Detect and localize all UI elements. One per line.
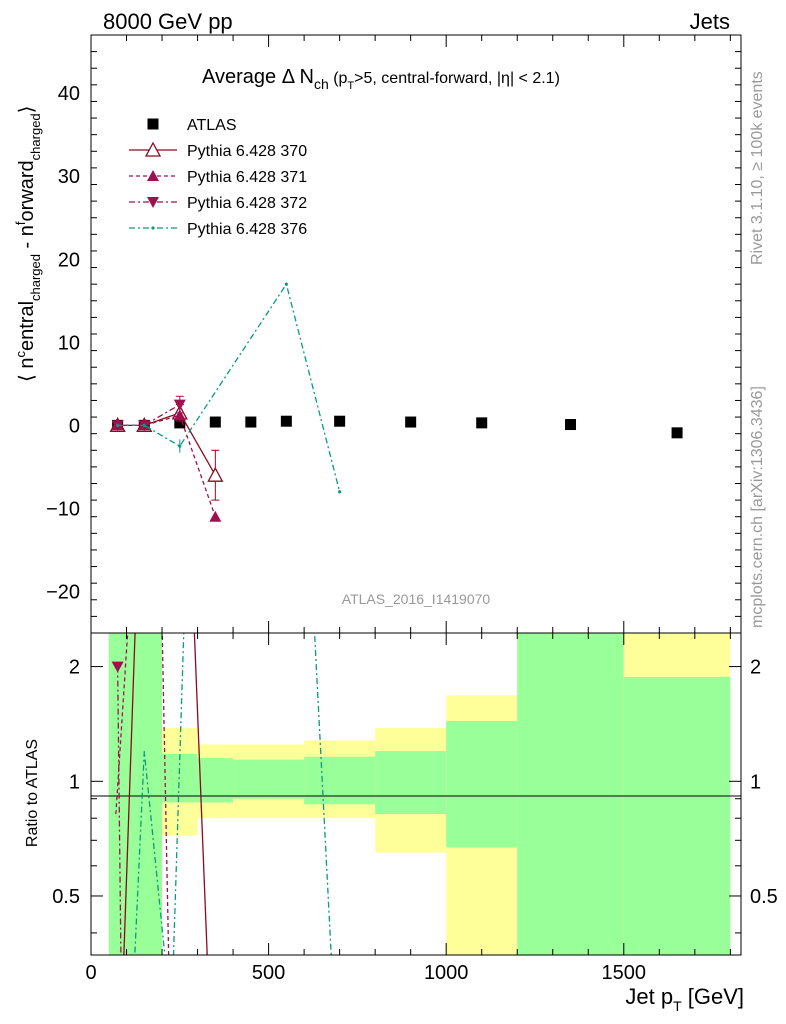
x-tick-label: 1500 [602, 962, 647, 984]
ratio-band-green [268, 759, 305, 799]
ratio-plot-panel: 0.5 0.5 1 1 2 2 0 500 1000 1500 Ratio to ATLAS J… [24, 632, 778, 1014]
header-left: 8000 GeV pp [103, 9, 233, 34]
x-tick-label: 500 [252, 962, 285, 984]
legend-marker-pythia-6-428-376 [151, 226, 155, 230]
ratio-y-tick-label: 0.5 [52, 886, 80, 908]
series-line-pythia-6-428-371 [117, 414, 216, 517]
ratio-y-tick-label: 1 [69, 771, 80, 793]
legend-marker-atlas [147, 118, 159, 130]
ratio-band-green [126, 633, 163, 955]
data-point-pythia-6-428-370 [207, 466, 224, 482]
legend-marker-pythia-6-428-371 [147, 170, 159, 181]
series-line-pythia-6-428-376 [117, 282, 341, 492]
main-y-tick-label: 40 [58, 83, 80, 105]
data-point-atlas [476, 417, 488, 429]
data-point-pythia-6-428-376 [178, 444, 182, 448]
ratio-y-tick-label-right: 2 [750, 657, 761, 679]
legend-marker-pythia-6-428-370 [144, 141, 162, 157]
data-point-atlas [405, 416, 417, 428]
data-point-pythia-6-428-371 [209, 510, 222, 522]
ratio-band-green [197, 758, 234, 803]
main-y-tick-label: 20 [58, 249, 80, 271]
data-point-atlas [174, 417, 186, 429]
x-tick-label: 0 [85, 962, 96, 984]
legend-label-pythia-6-428-376: Pythia 6.428 376 [187, 221, 307, 238]
data-point-pythia-6-428-376 [284, 282, 288, 286]
ratio-band-green [446, 720, 518, 848]
legend-label-atlas: ATLAS [187, 117, 237, 134]
legend-label-pythia-6-428-370: Pythia 6.428 370 [187, 143, 307, 160]
data-point-pythia-6-428-376 [142, 423, 146, 427]
analysis-watermark: ATLAS_2016_I1419070 [342, 591, 491, 607]
ratio-y-tick-label: 2 [69, 657, 80, 679]
ratio-band-green [233, 759, 269, 799]
main-y-tick-label: 30 [58, 166, 80, 188]
x-axis-label: Jet pT [GeV] [625, 984, 744, 1014]
main-y-tick-label: −20 [46, 581, 80, 603]
data-point-atlas [280, 415, 292, 427]
main-y-tick-label: 10 [58, 332, 80, 354]
series-pythia-6-428-371 [111, 409, 222, 522]
main-title: Average Δ Nch (pT>5, central-forward, |η… [202, 66, 560, 92]
ratio-band-green [162, 753, 198, 803]
data-point-pythia-6-428-376 [338, 490, 342, 494]
data-point-atlas [209, 416, 221, 428]
main-y-tick-label: 0 [69, 415, 80, 437]
mcplots-label: mcplots.cern.ch [arXiv:1306.3436] [749, 386, 766, 628]
data-point-pythia-6-428-371 [173, 409, 186, 421]
legend: ATLAS Pythia 6.428 370 Pythia 6.428 371 Pyt… [129, 117, 307, 238]
ratio-band-green [375, 751, 447, 815]
ratio-y-tick-label-right: 0.5 [750, 886, 778, 908]
rivet-label: Rivet 3.1.10, ≥ 100k events [749, 71, 766, 265]
x-tick-label: 1000 [424, 962, 469, 984]
ratio-line-pythia-6-428-370 [123, 633, 208, 955]
legend-label-pythia-6-428-371: Pythia 6.428 371 [187, 169, 307, 186]
ratio-band-green [304, 756, 376, 805]
ratio-line-pythia-6-428-376 [134, 633, 332, 955]
main-y-tick-label: −10 [46, 498, 80, 520]
series-line-pythia-6-428-370 [117, 412, 216, 476]
main-plot-panel: −20 −10 0 10 20 30 40 Average Δ Nch (pT>5, cen… [13, 34, 742, 634]
data-point-atlas [334, 415, 346, 427]
ratio-marker-pythia-6-428-372 [111, 661, 124, 673]
data-point-atlas [565, 419, 577, 431]
data-point-pythia-6-428-376 [116, 423, 120, 427]
header-right: Jets [690, 9, 730, 34]
data-point-atlas [245, 416, 257, 428]
ratio-y-tick-label-right: 1 [750, 771, 761, 793]
ratio-plot-frame [90, 632, 742, 956]
data-point-atlas [671, 427, 683, 439]
main-y-axis-label: ⟨ ncentralcharged - nforwardcharged⟩ [13, 106, 43, 382]
series-pythia-6-428-376 [116, 282, 342, 494]
legend-label-pythia-6-428-372: Pythia 6.428 372 [187, 195, 307, 212]
ratio-y-axis-label: Ratio to ATLAS [24, 739, 41, 847]
legend-marker-pythia-6-428-372 [147, 197, 159, 208]
data-point-pythia-6-428-372 [173, 399, 186, 411]
ratio-band-green [623, 676, 731, 955]
ratio-band-green [517, 633, 624, 955]
